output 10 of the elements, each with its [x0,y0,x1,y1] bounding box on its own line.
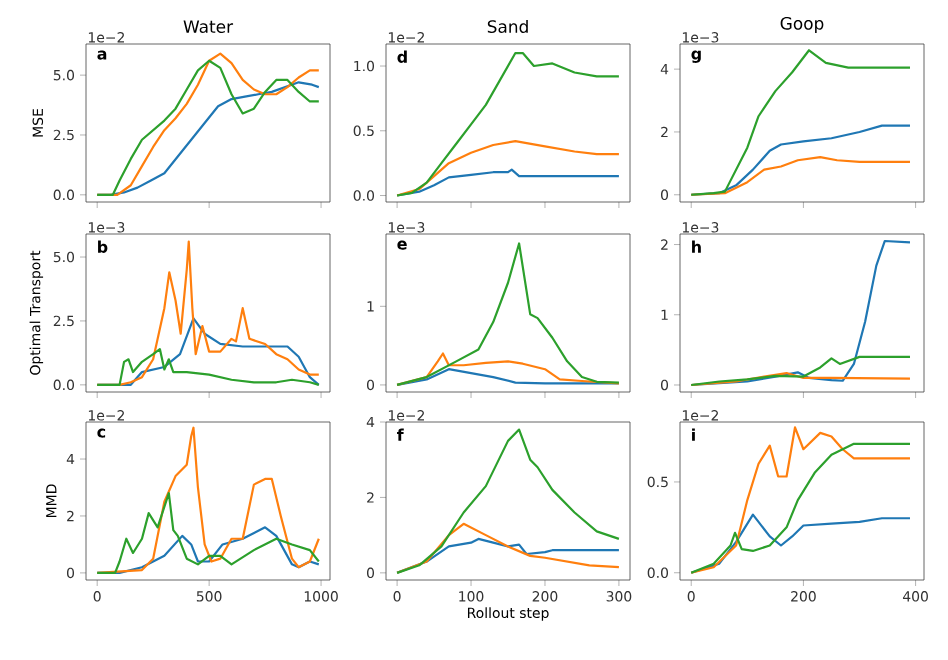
line-series [690,155,912,196]
chart-title: Water [183,20,234,34]
line-series [96,347,320,386]
line-series [395,242,621,387]
line-series [96,426,320,574]
chart-title: Goop [780,16,824,34]
line-series [395,428,621,574]
chart-title: Sand [487,19,528,34]
line-series [96,492,320,574]
line-series [690,355,912,387]
